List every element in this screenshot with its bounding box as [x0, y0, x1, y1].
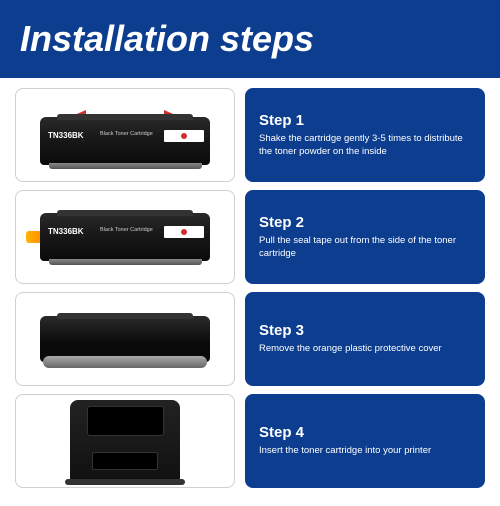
step-image-2: TN336BK Black Toner Cartridge [15, 190, 235, 284]
step-desc: Insert the toner cartridge into your pri… [259, 445, 471, 458]
step-info-4: Step 4 Insert the toner cartridge into y… [245, 394, 485, 488]
step-image-3 [15, 292, 235, 386]
cartridge-icon: TN336BK Black Toner Cartridge [40, 213, 210, 261]
step-row-1: TN336BK Black Toner Cartridge Step 1 Sha… [15, 88, 485, 182]
step-image-4 [15, 394, 235, 488]
step-row-3: Step 3 Remove the orange plastic protect… [15, 292, 485, 386]
content: TN336BK Black Toner Cartridge Step 1 Sha… [0, 78, 500, 506]
cartridge-model-label: TN336BK [48, 131, 84, 140]
step-row-4: Step 4 Insert the toner cartridge into y… [15, 394, 485, 488]
printer-icon [70, 400, 180, 482]
step-desc: Shake the cartridge gently 3-5 times to … [259, 133, 471, 159]
step-row-2: TN336BK Black Toner Cartridge Step 2 Pul… [15, 190, 485, 284]
step-info-1: Step 1 Shake the cartridge gently 3-5 ti… [245, 88, 485, 182]
step-desc: Remove the orange plastic protective cov… [259, 343, 471, 356]
cartridge-icon: TN336BK Black Toner Cartridge [40, 117, 210, 165]
step-title: Step 2 [259, 214, 471, 231]
header: Installation steps [0, 0, 500, 78]
cartridge-sublabel: Black Toner Cartridge [100, 227, 153, 233]
step-title: Step 1 [259, 112, 471, 129]
cartridge-clean-icon [40, 316, 210, 362]
cartridge-sublabel: Black Toner Cartridge [100, 131, 153, 137]
cartridge-model-label: TN336BK [48, 227, 84, 236]
step-desc: Pull the seal tape out from the side of … [259, 235, 471, 261]
step-title: Step 3 [259, 322, 471, 339]
header-title: Installation steps [20, 18, 314, 59]
step-image-1: TN336BK Black Toner Cartridge [15, 88, 235, 182]
step-info-3: Step 3 Remove the orange plastic protect… [245, 292, 485, 386]
step-title: Step 4 [259, 424, 471, 441]
step-info-2: Step 2 Pull the seal tape out from the s… [245, 190, 485, 284]
